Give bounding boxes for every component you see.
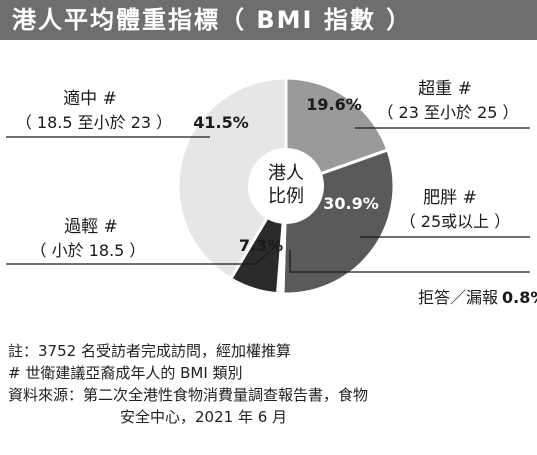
chart-title: 港人平均體重指標（ BMI 指數 ） xyxy=(0,0,537,40)
value-label-refused: 0.8% xyxy=(502,288,537,307)
category-label-underweight: 過輕 # xyxy=(64,217,118,237)
pie-slice-normal xyxy=(176,76,288,281)
center-label-line2: 比例 xyxy=(268,186,304,207)
footnote-sample: 註：3752 名受訪者完成訪問，經加權推算 xyxy=(8,342,291,360)
value-label-normal: 41.5% xyxy=(193,113,249,132)
category-label-normal: 適中 # xyxy=(63,89,117,109)
value-label-underweight: 7.3% xyxy=(239,236,283,255)
footnote-who-category: # 世衛建議亞裔成年人的 BMI 類別 xyxy=(8,364,243,382)
footnotes: 註：3752 名受訪者完成訪問，經加權推算 # 世衛建議亞裔成年人的 BMI 類… xyxy=(8,340,533,428)
category-label-obese: 肥胖 # xyxy=(423,188,477,208)
pie-chart: 港人 比例 19.6% 30.9% 7.3% 41.5% 超重 # （ 23 至… xyxy=(6,76,537,307)
value-label-overweight: 19.6% xyxy=(306,95,362,114)
center-label-line1: 港人 xyxy=(268,163,304,184)
pie-center-hole xyxy=(248,148,324,224)
footnote-source: 資料來源：第二次全港性食物消費量調查報告書，食物 xyxy=(8,386,369,404)
category-sublabel-overweight: （ 23 至小於 25 ） xyxy=(377,103,518,122)
category-sublabel-normal: （ 18.5 至小於 23 ） xyxy=(16,113,172,132)
category-sublabel-obese: （ 25或以上 ） xyxy=(400,212,511,231)
leader-line-underweight xyxy=(6,251,271,265)
footnote-source-cont: 安全中心，2021 年 6 月 xyxy=(120,408,288,426)
leader-line-refused xyxy=(289,250,530,273)
value-label-obese: 30.9% xyxy=(323,194,379,213)
category-label-refused: 拒答／漏報 xyxy=(418,288,498,307)
category-label-overweight: 超重 # xyxy=(418,79,472,99)
category-sublabel-underweight: （ 小於 18.5 ） xyxy=(31,241,146,260)
